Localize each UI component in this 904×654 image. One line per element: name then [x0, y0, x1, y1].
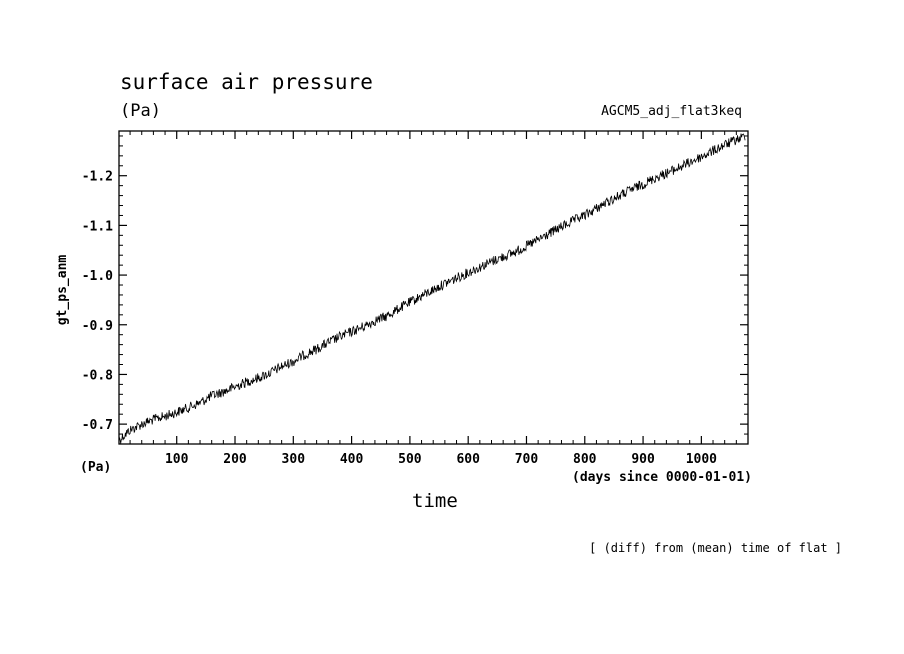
y-tick-label: -0.9 — [82, 319, 113, 334]
x-axis-label: time — [412, 490, 458, 512]
x-tick-label: 100 — [165, 452, 189, 467]
x-tick-label: 700 — [515, 452, 539, 467]
y-tick-label: -0.8 — [82, 368, 113, 383]
x-tick-label: 1000 — [686, 452, 717, 467]
plot-area: 100 200 300 400 500 600 700 800 900 1000 -0.7 -0.8 -… — [82, 130, 749, 467]
y-tick-label: -1.1 — [82, 219, 113, 234]
x-tick-label: 800 — [573, 452, 597, 467]
chart-title: surface air pressure — [120, 70, 373, 94]
run-name-label: AGCM5_adj_flat3keq — [601, 104, 742, 119]
x-tick-label: 500 — [398, 452, 422, 467]
x-tick-label: 200 — [223, 452, 247, 467]
x-tick-label: 600 — [456, 452, 480, 467]
analysis-note: [ (diff) from (mean) time of flat ] — [589, 541, 842, 555]
y-tick-label: -1.2 — [82, 170, 113, 185]
x-axis-units: (days since 0000-01-01) — [572, 470, 753, 485]
unit-label-bottom: (Pa) — [80, 460, 112, 475]
x-tick-label: 300 — [282, 452, 306, 467]
y-tick-label: -1.0 — [82, 269, 113, 284]
y-axis-label: gt_ps_anm — [55, 255, 70, 326]
series-line — [118, 133, 746, 444]
unit-label-top: (Pa) — [120, 101, 161, 121]
y-tick-label: -0.7 — [82, 418, 113, 433]
plot-frame — [118, 130, 749, 445]
x-tick-label: 400 — [340, 452, 364, 467]
x-tick-label: 900 — [631, 452, 655, 467]
